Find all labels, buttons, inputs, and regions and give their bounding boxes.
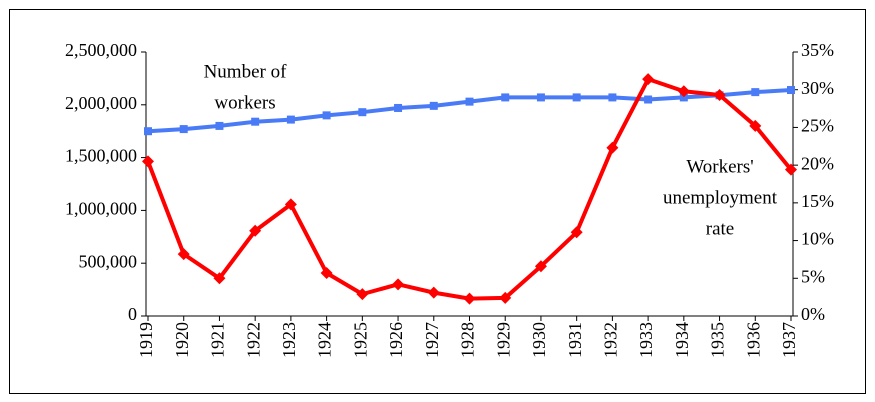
y-tick-label: 1,000,000 (65, 199, 137, 219)
marker (572, 93, 581, 102)
y2-tick-label: 35% (801, 40, 834, 60)
y-tick-label: 2,000,000 (65, 93, 137, 113)
marker (286, 115, 295, 124)
marker (356, 288, 369, 301)
x-tick-label: 1927 (422, 322, 442, 358)
marker (284, 198, 297, 211)
x-tick-label: 1931 (565, 322, 585, 358)
x-tick-label: 1935 (708, 322, 728, 358)
x-tick-label: 1919 (136, 322, 156, 358)
y-tick-label: 1,500,000 (65, 146, 137, 166)
marker (501, 93, 510, 102)
annotation: rate (706, 218, 734, 239)
marker (179, 125, 188, 134)
marker (249, 224, 262, 237)
marker (536, 93, 545, 102)
marker (463, 292, 476, 305)
marker (392, 278, 405, 291)
y2-tick-label: 5% (801, 266, 825, 286)
marker (215, 121, 224, 130)
y2-tick-label: 10% (801, 229, 834, 249)
marker (320, 267, 333, 280)
x-tick-label: 1928 (458, 322, 478, 358)
x-tick-label: 1924 (315, 322, 335, 358)
x-tick-label: 1936 (743, 322, 763, 358)
y2-tick-label: 0% (801, 304, 825, 324)
marker (177, 248, 190, 261)
marker (677, 85, 690, 98)
y-tick-label: 0 (128, 304, 137, 324)
marker (144, 127, 152, 136)
marker (570, 226, 583, 239)
marker (642, 73, 655, 86)
marker (465, 97, 474, 106)
marker (785, 163, 797, 176)
x-tick-label: 1921 (208, 322, 228, 358)
annotation: unemployment (663, 187, 778, 208)
y2-tick-label: 30% (801, 78, 834, 98)
marker (608, 93, 617, 102)
marker (499, 291, 512, 304)
x-tick-label: 1930 (529, 322, 549, 358)
y2-tick-label: 20% (801, 153, 834, 173)
y2-tick-label: 15% (801, 191, 834, 211)
x-tick-label: 1934 (672, 322, 692, 358)
marker (606, 141, 619, 154)
marker (142, 155, 154, 168)
annotation: Workers' (686, 156, 753, 177)
marker (394, 103, 403, 112)
x-tick-label: 1925 (350, 322, 370, 358)
marker (679, 93, 688, 102)
marker (787, 86, 795, 95)
marker (644, 95, 653, 104)
x-tick-label: 1920 (172, 322, 192, 358)
marker (358, 108, 367, 117)
marker (213, 272, 226, 285)
x-tick-label: 1932 (601, 322, 621, 358)
marker (749, 119, 762, 132)
marker (251, 117, 260, 126)
chart-border (9, 9, 866, 394)
marker (429, 101, 438, 110)
annotation: workers (214, 92, 275, 113)
x-tick-label: 1933 (636, 322, 656, 358)
y-tick-label: 500,000 (79, 251, 138, 271)
annotation: Number of (204, 61, 288, 82)
x-tick-label: 1922 (243, 322, 263, 358)
y-tick-label: 2,500,000 (65, 40, 137, 60)
x-tick-label: 1926 (386, 322, 406, 358)
marker (427, 286, 440, 299)
x-tick-label: 1923 (279, 322, 299, 358)
marker (751, 88, 760, 97)
x-tick-label: 1929 (493, 322, 513, 358)
marker (322, 111, 331, 120)
y2-tick-label: 25% (801, 116, 834, 136)
marker (534, 260, 547, 273)
marker (713, 88, 726, 101)
x-tick-label: 1937 (779, 322, 799, 358)
